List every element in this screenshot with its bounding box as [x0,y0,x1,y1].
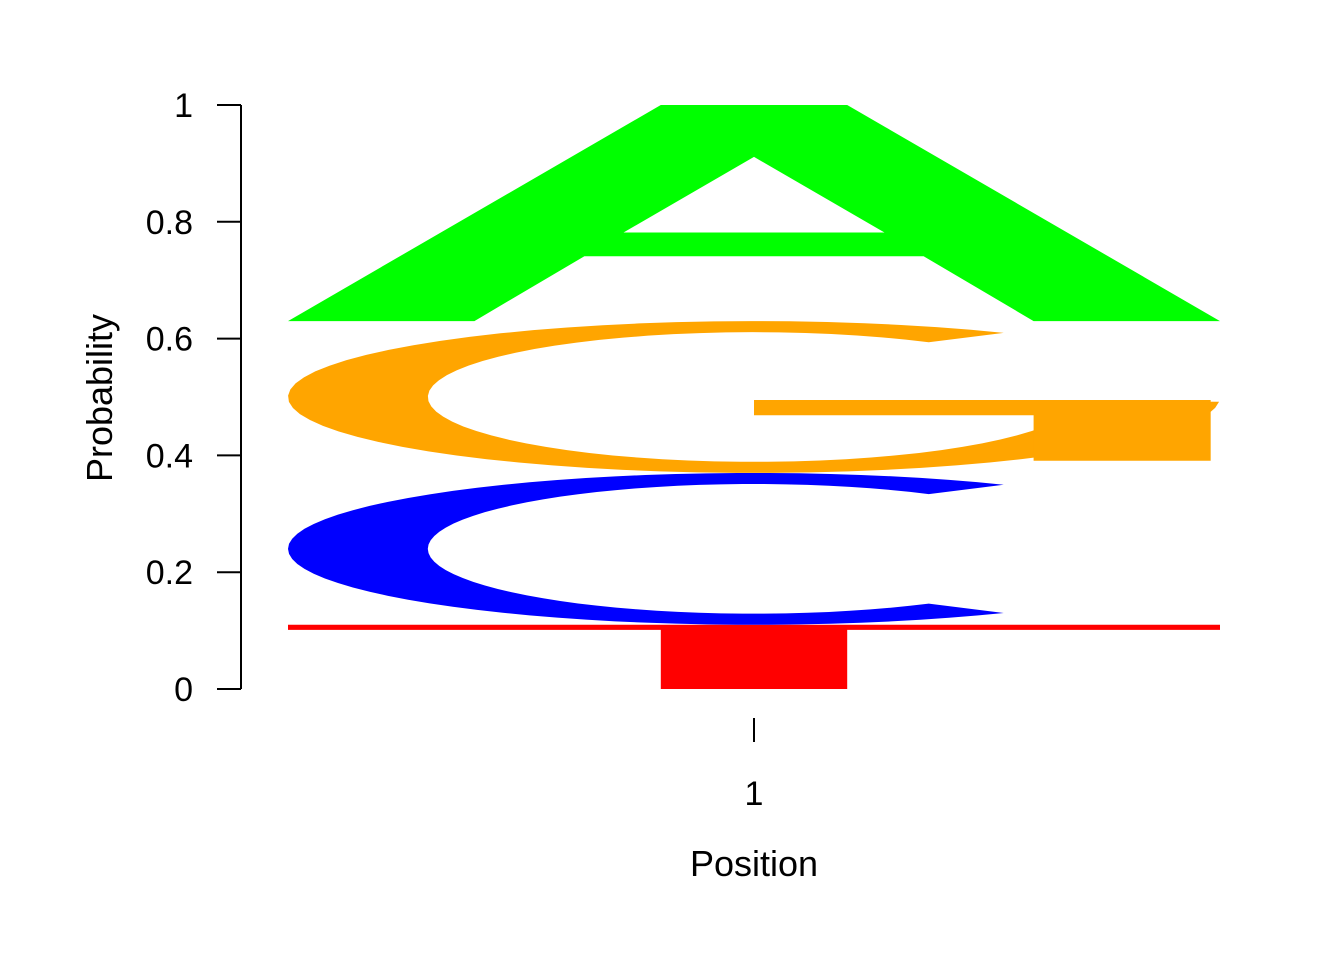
y-tick-label: 0.2 [146,554,193,592]
letter-stack [288,105,1220,689]
logo-letter-t [288,624,1220,689]
logo-letter-g [288,321,1220,473]
y-tick-label: 0.8 [146,204,193,242]
y-tick-label: 0.6 [146,321,193,359]
x-axis: 1 [745,718,764,813]
logo-letter-a [288,105,1220,322]
y-axis-label: Probability [79,314,120,482]
y-tick-label: 1 [174,87,193,125]
y-tick-label: 0.4 [146,437,193,475]
y-axis-ticks: 0 0.2 0.4 0.6 0.8 1 [146,87,241,709]
y-axis: 0 0.2 0.4 0.6 0.8 1 [146,87,242,709]
x-axis-label: Position [690,843,818,884]
x-tick-label: 1 [745,775,764,813]
logo-letter-c [288,472,1004,625]
y-tick-label: 0 [174,671,193,709]
